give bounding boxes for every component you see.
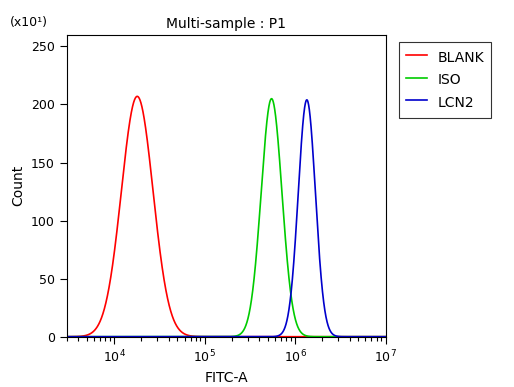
Title: Multi-sample : P1: Multi-sample : P1 [166,17,286,31]
BLANK [64,334,70,339]
BLANK [266,334,272,339]
BLANK [252,334,259,339]
Text: (x10¹): (x10¹) [9,16,47,29]
LCN2 [382,334,389,339]
ISO [268,96,274,101]
ISO [179,334,185,339]
ISO [300,332,306,337]
Line: BLANK: BLANK [67,96,386,337]
Legend: BLANK, ISO, LCN2: BLANK, ISO, LCN2 [399,42,491,118]
BLANK [179,330,186,335]
BLANK [382,334,389,339]
LCN2 [304,98,310,102]
LCN2 [80,334,86,339]
Y-axis label: Count: Count [12,165,26,206]
BLANK [134,94,140,99]
LCN2 [64,334,70,339]
LCN2 [266,334,272,339]
ISO [64,334,70,339]
ISO [382,334,389,339]
ISO [266,102,272,106]
LCN2 [252,334,259,339]
Line: ISO: ISO [67,99,386,337]
ISO [80,334,86,339]
LCN2 [300,119,306,124]
BLANK [300,334,306,339]
LCN2 [317,263,323,267]
ISO [252,263,259,268]
BLANK [80,334,86,338]
BLANK [317,334,323,339]
Line: LCN2: LCN2 [67,100,386,337]
X-axis label: FITC-A: FITC-A [205,371,248,385]
LCN2 [179,334,185,339]
ISO [317,334,323,339]
